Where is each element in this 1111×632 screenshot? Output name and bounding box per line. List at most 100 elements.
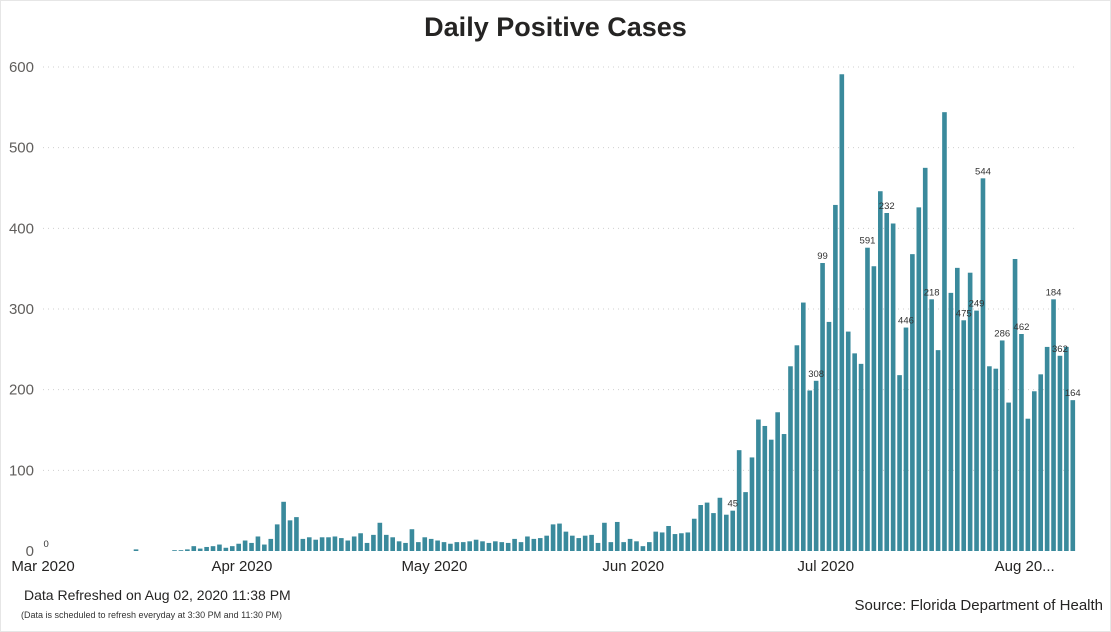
bar[interactable] (704, 502, 710, 551)
bar[interactable] (345, 540, 351, 551)
bar[interactable] (929, 299, 934, 551)
bar[interactable] (685, 532, 691, 551)
bar[interactable] (1051, 299, 1056, 551)
bar[interactable] (274, 524, 280, 551)
bar[interactable] (454, 542, 460, 551)
bar[interactable] (217, 544, 222, 551)
bar[interactable] (967, 272, 973, 551)
bar[interactable] (730, 510, 736, 551)
bar[interactable] (313, 539, 318, 551)
bar[interactable] (589, 534, 594, 551)
bar[interactable] (736, 450, 742, 551)
bar[interactable] (1064, 346, 1069, 551)
bar[interactable] (1070, 400, 1076, 551)
bar[interactable] (210, 546, 216, 551)
bar[interactable] (974, 310, 979, 551)
bar[interactable] (480, 541, 485, 551)
bar[interactable] (582, 535, 588, 551)
bar[interactable] (724, 514, 729, 551)
bar[interactable] (756, 419, 761, 551)
bar[interactable] (916, 207, 922, 552)
bar[interactable] (268, 538, 274, 551)
bar[interactable] (486, 542, 492, 551)
bar[interactable] (826, 321, 832, 551)
bar[interactable] (807, 390, 813, 551)
bar[interactable] (743, 492, 748, 551)
bar[interactable] (679, 533, 684, 551)
bar[interactable] (839, 74, 845, 551)
bar[interactable] (460, 542, 466, 551)
bar[interactable] (403, 542, 408, 551)
bar[interactable] (717, 497, 723, 551)
bar[interactable] (242, 540, 248, 551)
bar[interactable] (262, 544, 267, 551)
bar[interactable] (820, 263, 825, 551)
bar[interactable] (358, 533, 363, 551)
bar[interactable] (1006, 402, 1011, 551)
bar[interactable] (223, 547, 229, 551)
bar[interactable] (942, 112, 947, 551)
bar[interactable] (364, 542, 370, 551)
bar[interactable] (788, 366, 793, 551)
bar[interactable] (499, 542, 505, 551)
bar[interactable] (954, 267, 960, 551)
bar[interactable] (595, 542, 601, 551)
bar[interactable] (570, 535, 575, 551)
bar[interactable] (647, 542, 652, 551)
bar[interactable] (576, 538, 582, 551)
bar[interactable] (948, 292, 954, 551)
bar[interactable] (236, 543, 242, 551)
bar[interactable] (672, 534, 678, 551)
bar[interactable] (512, 538, 517, 551)
bar[interactable] (666, 525, 671, 551)
bar[interactable] (762, 425, 768, 551)
bar[interactable] (910, 254, 915, 551)
bar[interactable] (1057, 355, 1063, 551)
bar[interactable] (255, 536, 261, 551)
bar[interactable] (794, 345, 800, 551)
bar[interactable] (627, 538, 633, 551)
bar[interactable] (1019, 334, 1024, 551)
bar[interactable] (441, 542, 447, 551)
bar[interactable] (999, 340, 1005, 551)
bar[interactable] (178, 550, 184, 551)
bar[interactable] (621, 542, 626, 551)
bar[interactable] (961, 320, 967, 551)
bar[interactable] (416, 542, 421, 551)
bar[interactable] (493, 541, 498, 551)
bar[interactable] (801, 302, 806, 551)
bar[interactable] (332, 536, 338, 551)
bar[interactable] (1012, 258, 1018, 551)
bar[interactable] (326, 537, 331, 551)
bar[interactable] (249, 542, 254, 551)
bar[interactable] (877, 191, 883, 551)
bar[interactable] (531, 538, 537, 551)
bar[interactable] (518, 542, 524, 551)
bar[interactable] (435, 540, 440, 551)
bar[interactable] (711, 513, 716, 551)
bar[interactable] (858, 363, 864, 551)
bar[interactable] (351, 536, 357, 551)
bar[interactable] (980, 178, 986, 551)
bar[interactable] (287, 520, 293, 551)
bar[interactable] (865, 247, 870, 551)
bar[interactable] (813, 380, 819, 551)
bar[interactable] (608, 542, 614, 551)
bar[interactable] (897, 375, 902, 551)
bar[interactable] (987, 366, 992, 551)
bar[interactable] (371, 534, 376, 551)
bar[interactable] (557, 523, 562, 551)
bar[interactable] (1031, 391, 1037, 551)
bar[interactable] (993, 368, 999, 551)
bar[interactable] (640, 546, 646, 551)
bar[interactable] (172, 550, 177, 551)
bar[interactable] (1038, 374, 1044, 551)
bar[interactable] (537, 538, 543, 551)
bar[interactable] (197, 548, 203, 551)
bar[interactable] (467, 541, 472, 551)
bar[interactable] (505, 542, 511, 551)
bar[interactable] (884, 213, 890, 552)
bar[interactable] (544, 535, 549, 551)
bar[interactable] (749, 457, 755, 551)
bar[interactable] (691, 518, 697, 551)
